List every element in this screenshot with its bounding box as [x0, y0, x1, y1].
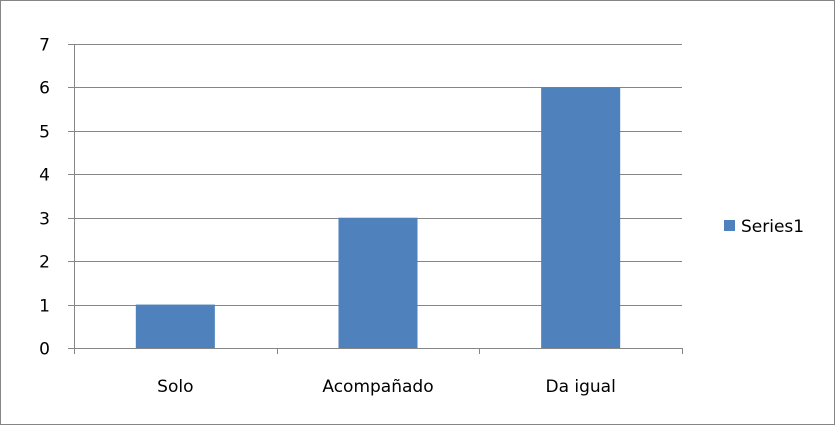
y-tick-label: 5: [39, 123, 50, 143]
y-tick-label: 7: [39, 36, 50, 56]
legend-label: Series1: [741, 217, 804, 237]
y-tick-label: 4: [39, 166, 50, 186]
bar-solo: [135, 304, 215, 348]
axes: [68, 44, 683, 354]
bars: [135, 87, 621, 348]
bar-acompa-ado: [338, 217, 418, 348]
y-tick-label: 0: [39, 340, 50, 360]
y-tick-label: 6: [39, 79, 50, 99]
y-tick-label: 2: [39, 253, 50, 273]
legend-swatch: [724, 220, 735, 231]
bar-da-igual: [541, 87, 621, 348]
x-tick-label: Da igual: [545, 377, 615, 397]
y-tick-label: 1: [39, 297, 50, 317]
x-tick-label: Acompañado: [322, 377, 433, 397]
legend: Series1: [724, 217, 804, 237]
x-tick-label: Solo: [157, 377, 193, 397]
y-tick-label: 3: [39, 210, 50, 230]
tick-labels: 0 1 2 3 4 5 6 7 Solo Acompañado Da igual: [39, 36, 616, 398]
